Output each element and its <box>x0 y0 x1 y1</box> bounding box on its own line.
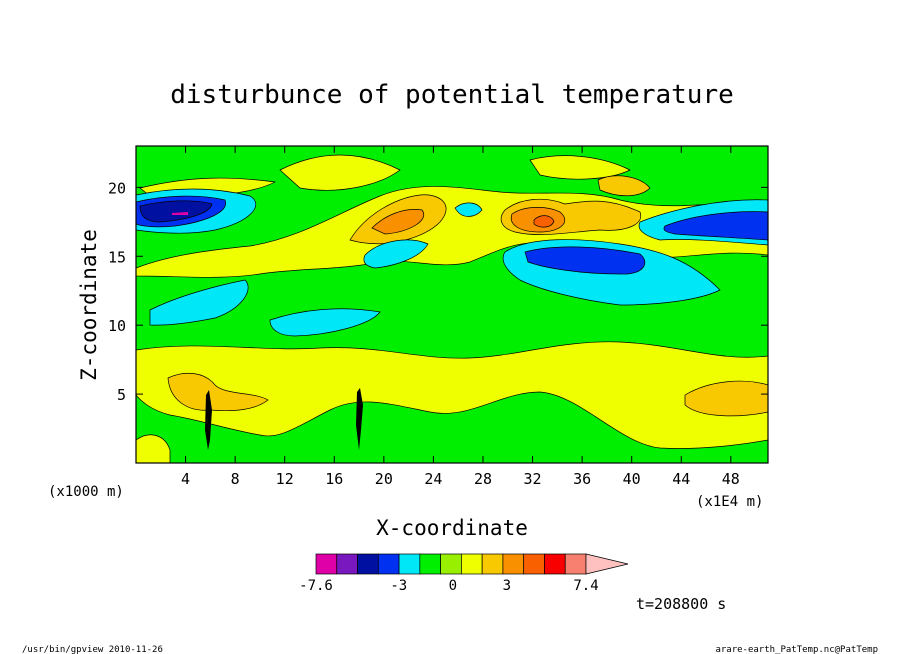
plot-frame <box>135 145 769 464</box>
colorbar-swatch <box>398 553 421 575</box>
colorbar-tick-label: 7.4 <box>573 578 598 594</box>
y-axis-ticks: 5 10 15 20 <box>108 179 768 404</box>
x-axis-ticks: 4 8 12 16 20 24 28 32 36 40 44 48 <box>181 146 740 488</box>
x-tick-label: 36 <box>573 470 591 488</box>
chart-title: disturbunce of potential temperature <box>170 80 734 110</box>
x-tick-label: 24 <box>424 470 442 488</box>
colorbar-tick-label: -3 <box>390 578 407 594</box>
colorbar-swatch <box>377 553 400 575</box>
x-tick-label: 28 <box>474 470 492 488</box>
colorbar-swatch <box>544 553 566 575</box>
y-axis-unit: (x1000 m) <box>48 484 124 500</box>
x-axis-unit: (x1E4 m) <box>696 494 763 510</box>
x-tick-label: 44 <box>672 470 690 488</box>
x-tick-label: 4 <box>181 470 190 488</box>
y-tick-label: 5 <box>117 386 126 404</box>
time-label: t=208800 s <box>636 595 726 613</box>
y-axis-label: Z-coordinate <box>77 229 101 381</box>
x-tick-label: 40 <box>623 470 641 488</box>
colorbar-tick-labels: -7.6 -3 0 3 7.4 <box>299 578 599 594</box>
colorbar-extend-arrow <box>585 553 629 575</box>
footer-left: /usr/bin/gpview 2010-11-26 <box>22 645 163 654</box>
x-tick-label: 12 <box>276 470 294 488</box>
footer-right: arare-earth_PatTemp.nc@PatTemp <box>715 645 878 654</box>
colorbar-swatch <box>336 553 358 575</box>
colorbar <box>315 553 629 575</box>
x-tick-label: 16 <box>325 470 343 488</box>
colorbar-tick-label: 3 <box>503 578 511 594</box>
x-tick-label: 32 <box>524 470 542 488</box>
y-tick-label: 10 <box>108 317 126 335</box>
y-tick-label: 20 <box>108 179 126 197</box>
colorbar-swatch <box>523 553 545 575</box>
colorbar-swatch <box>315 553 338 575</box>
colorbar-swatch <box>564 553 587 575</box>
x-axis-label: X-coordinate <box>376 516 528 540</box>
x-tick-label: 8 <box>231 470 240 488</box>
colorbar-tick-label: 0 <box>449 578 457 594</box>
colorbar-swatch <box>357 553 379 575</box>
colorbar-swatch <box>461 553 483 575</box>
colorbar-swatch <box>481 553 504 575</box>
colorbar-swatch <box>419 553 441 575</box>
colorbar-swatch <box>502 553 525 575</box>
x-tick-label: 48 <box>722 470 740 488</box>
colorbar-swatch <box>440 553 462 575</box>
y-tick-label: 15 <box>108 248 126 266</box>
x-tick-label: 20 <box>375 470 393 488</box>
contour-field <box>136 146 768 463</box>
colorbar-tick-label: -7.6 <box>299 578 333 594</box>
